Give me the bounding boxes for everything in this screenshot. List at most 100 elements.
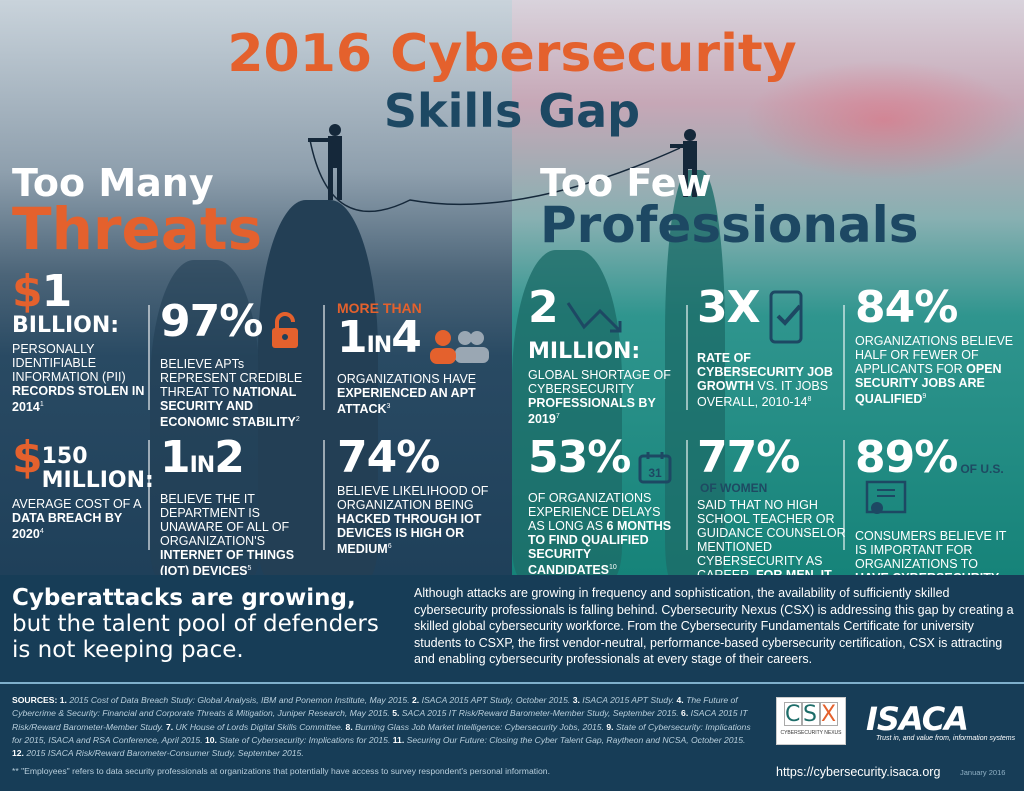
footnote-ref: 6 (387, 543, 392, 550)
stat-description-text: PERSONALLY IDENTIFIABLE INFORMATION (PII… (12, 342, 126, 384)
csx-tagline: CYBERSECURITY NEXUS (780, 730, 842, 736)
source-text: ISACA 2015 APT Study. (582, 695, 675, 705)
source-number: 10. (205, 734, 217, 745)
rock-pillar (665, 170, 725, 575)
source-text: Securing Our Future: Closing the Cyber T… (406, 734, 746, 745)
website-link[interactable]: https://cybersecurity.isaca.org (776, 765, 941, 779)
footnote-ref: 5 (247, 565, 252, 572)
rock-pillar (258, 200, 378, 575)
left-stat-5: 1IN2 BELIEVE THE IT DEPARTMENT IS UNAWARE… (160, 436, 320, 576)
stat-suffix: OF U.S. (960, 461, 1004, 476)
stat-description: PERSONALLY IDENTIFIABLE INFORMATION (PII… (12, 342, 147, 414)
stat-description: OF ORGANIZATIONS EXPERIENCE DELAYS AS LO… (528, 491, 678, 575)
stat-description: BELIEVE APTs REPRESENT CREDIBLE THREAT T… (160, 357, 320, 429)
stat-description: CONSUMERS BELIEVE IT IS IMPORTANT FOR OR… (855, 529, 1015, 575)
stat-value: 89% (855, 432, 958, 483)
csx-letter: C (784, 702, 803, 727)
title-line2: Skills Gap (383, 84, 641, 138)
sources: SOURCES: 1. 2015 Cost of Data Breach Stu… (12, 694, 757, 760)
stat-description: GLOBAL SHORTAGE OF CYBERSECURITY PROFESS… (528, 368, 678, 426)
stat-description: SAID THAT NO HIGH SCHOOL TEACHER OR GUID… (697, 498, 847, 575)
stat-value: 74% (337, 432, 440, 483)
stat-description-emphasis: HACKED THROUGH IOT DEVICES IS HIGH OR ME… (337, 512, 482, 557)
stat-unit: BILLION: (12, 313, 120, 338)
stat-unit: MILLION: (528, 339, 641, 365)
stat-kicker: MORE THAN (337, 300, 422, 316)
stat-description-emphasis: EXPERIENCED AN APT ATTACK (337, 386, 476, 417)
certificate-icon (863, 480, 909, 525)
isaca-logo[interactable]: ISACA (866, 700, 969, 738)
left-stat-2: 97% BELIEVE APTs REPRESENT CREDIBLE THREA… (160, 300, 320, 430)
left-stat-4: $150 MILLION: AVERAGE COST OF A DATA BREA… (12, 436, 154, 541)
right-stat-2: 3X RATE OF CYBERSECURITY JOB GROWTH VS. I… (697, 286, 847, 410)
stat-description: AVERAGE COST OF A DATA BREACH BY 20204 (12, 497, 147, 541)
dollar-icon: $ (12, 432, 43, 483)
source-text: ISACA 2015 APT Study, October 2015. (421, 695, 571, 705)
people-icon (429, 329, 493, 368)
downtrend-arrow-icon (566, 297, 626, 340)
left-stat-6: 74% BELIEVE LIKELIHOOD OF ORGANIZATION BE… (337, 436, 507, 557)
footnote-ref: 2 (295, 416, 300, 424)
stat-description: RATE OF CYBERSECURITY JOB GROWTH VS. IT … (697, 351, 847, 409)
stat-description-emphasis: 6 MONTHS TO FIND QUALIFIED SECURITY CAND… (528, 519, 672, 575)
stat-value: 3X (697, 282, 761, 333)
source-text: ISACA 2015 IT Risk/Reward Barometer-Memb… (12, 708, 748, 732)
title-line1: 2016 Cybersecurity (227, 24, 797, 84)
hero: 2016 Cybersecurity Skills Gap Too Many T… (0, 0, 1024, 575)
divider (843, 305, 845, 410)
source-number: 1. (59, 695, 67, 705)
stat-value: 77% (697, 432, 800, 483)
left-heading-big: Threats (12, 195, 263, 263)
source-number: 3. (572, 695, 580, 705)
rock-pillar (150, 260, 260, 575)
stat-description-emphasis: INTERNET OF THINGS (IOT) DEVICES (160, 548, 295, 575)
right-stat-1: 2 MILLION: GLOBAL SHORTAGE OF CYBERSECURIT… (528, 286, 678, 427)
csx-letter: X (820, 702, 839, 727)
source-number: 7. (165, 721, 174, 732)
left-stat-3: MORE THAN 1IN4 ORGANIZATIONS HAVE EXPERIEN… (337, 300, 507, 416)
source-number: 5. (392, 708, 400, 719)
divider (843, 440, 845, 550)
stat-value: 1 (160, 432, 191, 483)
stat-description-text: SAID THAT NO HIGH SCHOOL TEACHER OR GUID… (697, 498, 846, 575)
source-number: 12. (12, 748, 24, 759)
stat-description: ORGANIZATIONS BELIEVE HALF OR FEWER OF A… (855, 334, 1015, 406)
footnote-ref: 10 (609, 564, 617, 572)
source-number: 2. (412, 695, 420, 705)
stat-description-emphasis: RECORDS STOLEN IN 2014 (12, 384, 145, 415)
summary-band: Cyberattacks are growing, but the talent … (0, 575, 1024, 682)
stat-description: BELIEVE THE IT DEPARTMENT IS UNAWARE OF … (160, 492, 320, 575)
stat-value: 1 (41, 266, 73, 317)
source-number: 9. (606, 721, 614, 732)
stat-description-text: BELIEVE LIKELIHOOD OF ORGANIZATION BEING (337, 484, 489, 512)
stat-value-connector: IN (366, 333, 393, 358)
stat-description: ORGANIZATIONS HAVE EXPERIENCED AN APT AT… (337, 372, 507, 416)
stat-value-connector: IN (189, 453, 216, 478)
stat-description-text: AVERAGE COST OF A (12, 496, 141, 511)
footnote-ref: 3 (386, 403, 391, 411)
divider (686, 440, 688, 550)
stat-unit: 150 MILLION: (41, 443, 154, 493)
source-text: The Future of Cybercrime & Security: Fin… (12, 695, 738, 719)
source-text: 2015 Cost of Data Breach Study: Global A… (69, 695, 410, 705)
stat-description-emphasis: FOR MEN, IT IS 67%. (756, 568, 832, 575)
stat-description-emphasis: NATIONAL SECURITY AND ECONOMIC STABILITY (160, 385, 297, 430)
stat-description-emphasis: HAVE CYBERSECURITY-CERTIFIED EMPLOYEES. (855, 571, 1003, 575)
csx-logo[interactable]: CSX CYBERSECURITY NEXUS (776, 697, 846, 745)
stat-description-text: BELIEVE THE IT DEPARTMENT IS UNAWARE OF … (160, 492, 290, 548)
source-number: 8. (345, 721, 353, 732)
stat-value-2: 4 (391, 312, 422, 363)
footnote-ref: 7 (555, 413, 560, 421)
divider (148, 440, 150, 550)
stat-description-text: OF ORGANIZATIONS EXPERIENCE DELAYS AS LO… (528, 491, 661, 534)
source-text: UK House of Lords Digital Skills Committ… (175, 721, 344, 732)
summary-headline-rest: but the talent pool of defenders is not … (12, 611, 379, 663)
phone-check-icon (768, 290, 808, 347)
stat-suffix: OF WOMEN (700, 480, 768, 495)
climbers-rope-illustration (308, 124, 697, 213)
footnote-ref: 1 (39, 401, 44, 408)
stat-value: 84% (855, 282, 958, 333)
footnote-ref: 9 (922, 393, 927, 400)
stat-description-text: CONSUMERS BELIEVE IT IS IMPORTANT FOR OR… (855, 529, 1007, 571)
footnote-ref: 4 (39, 527, 44, 535)
